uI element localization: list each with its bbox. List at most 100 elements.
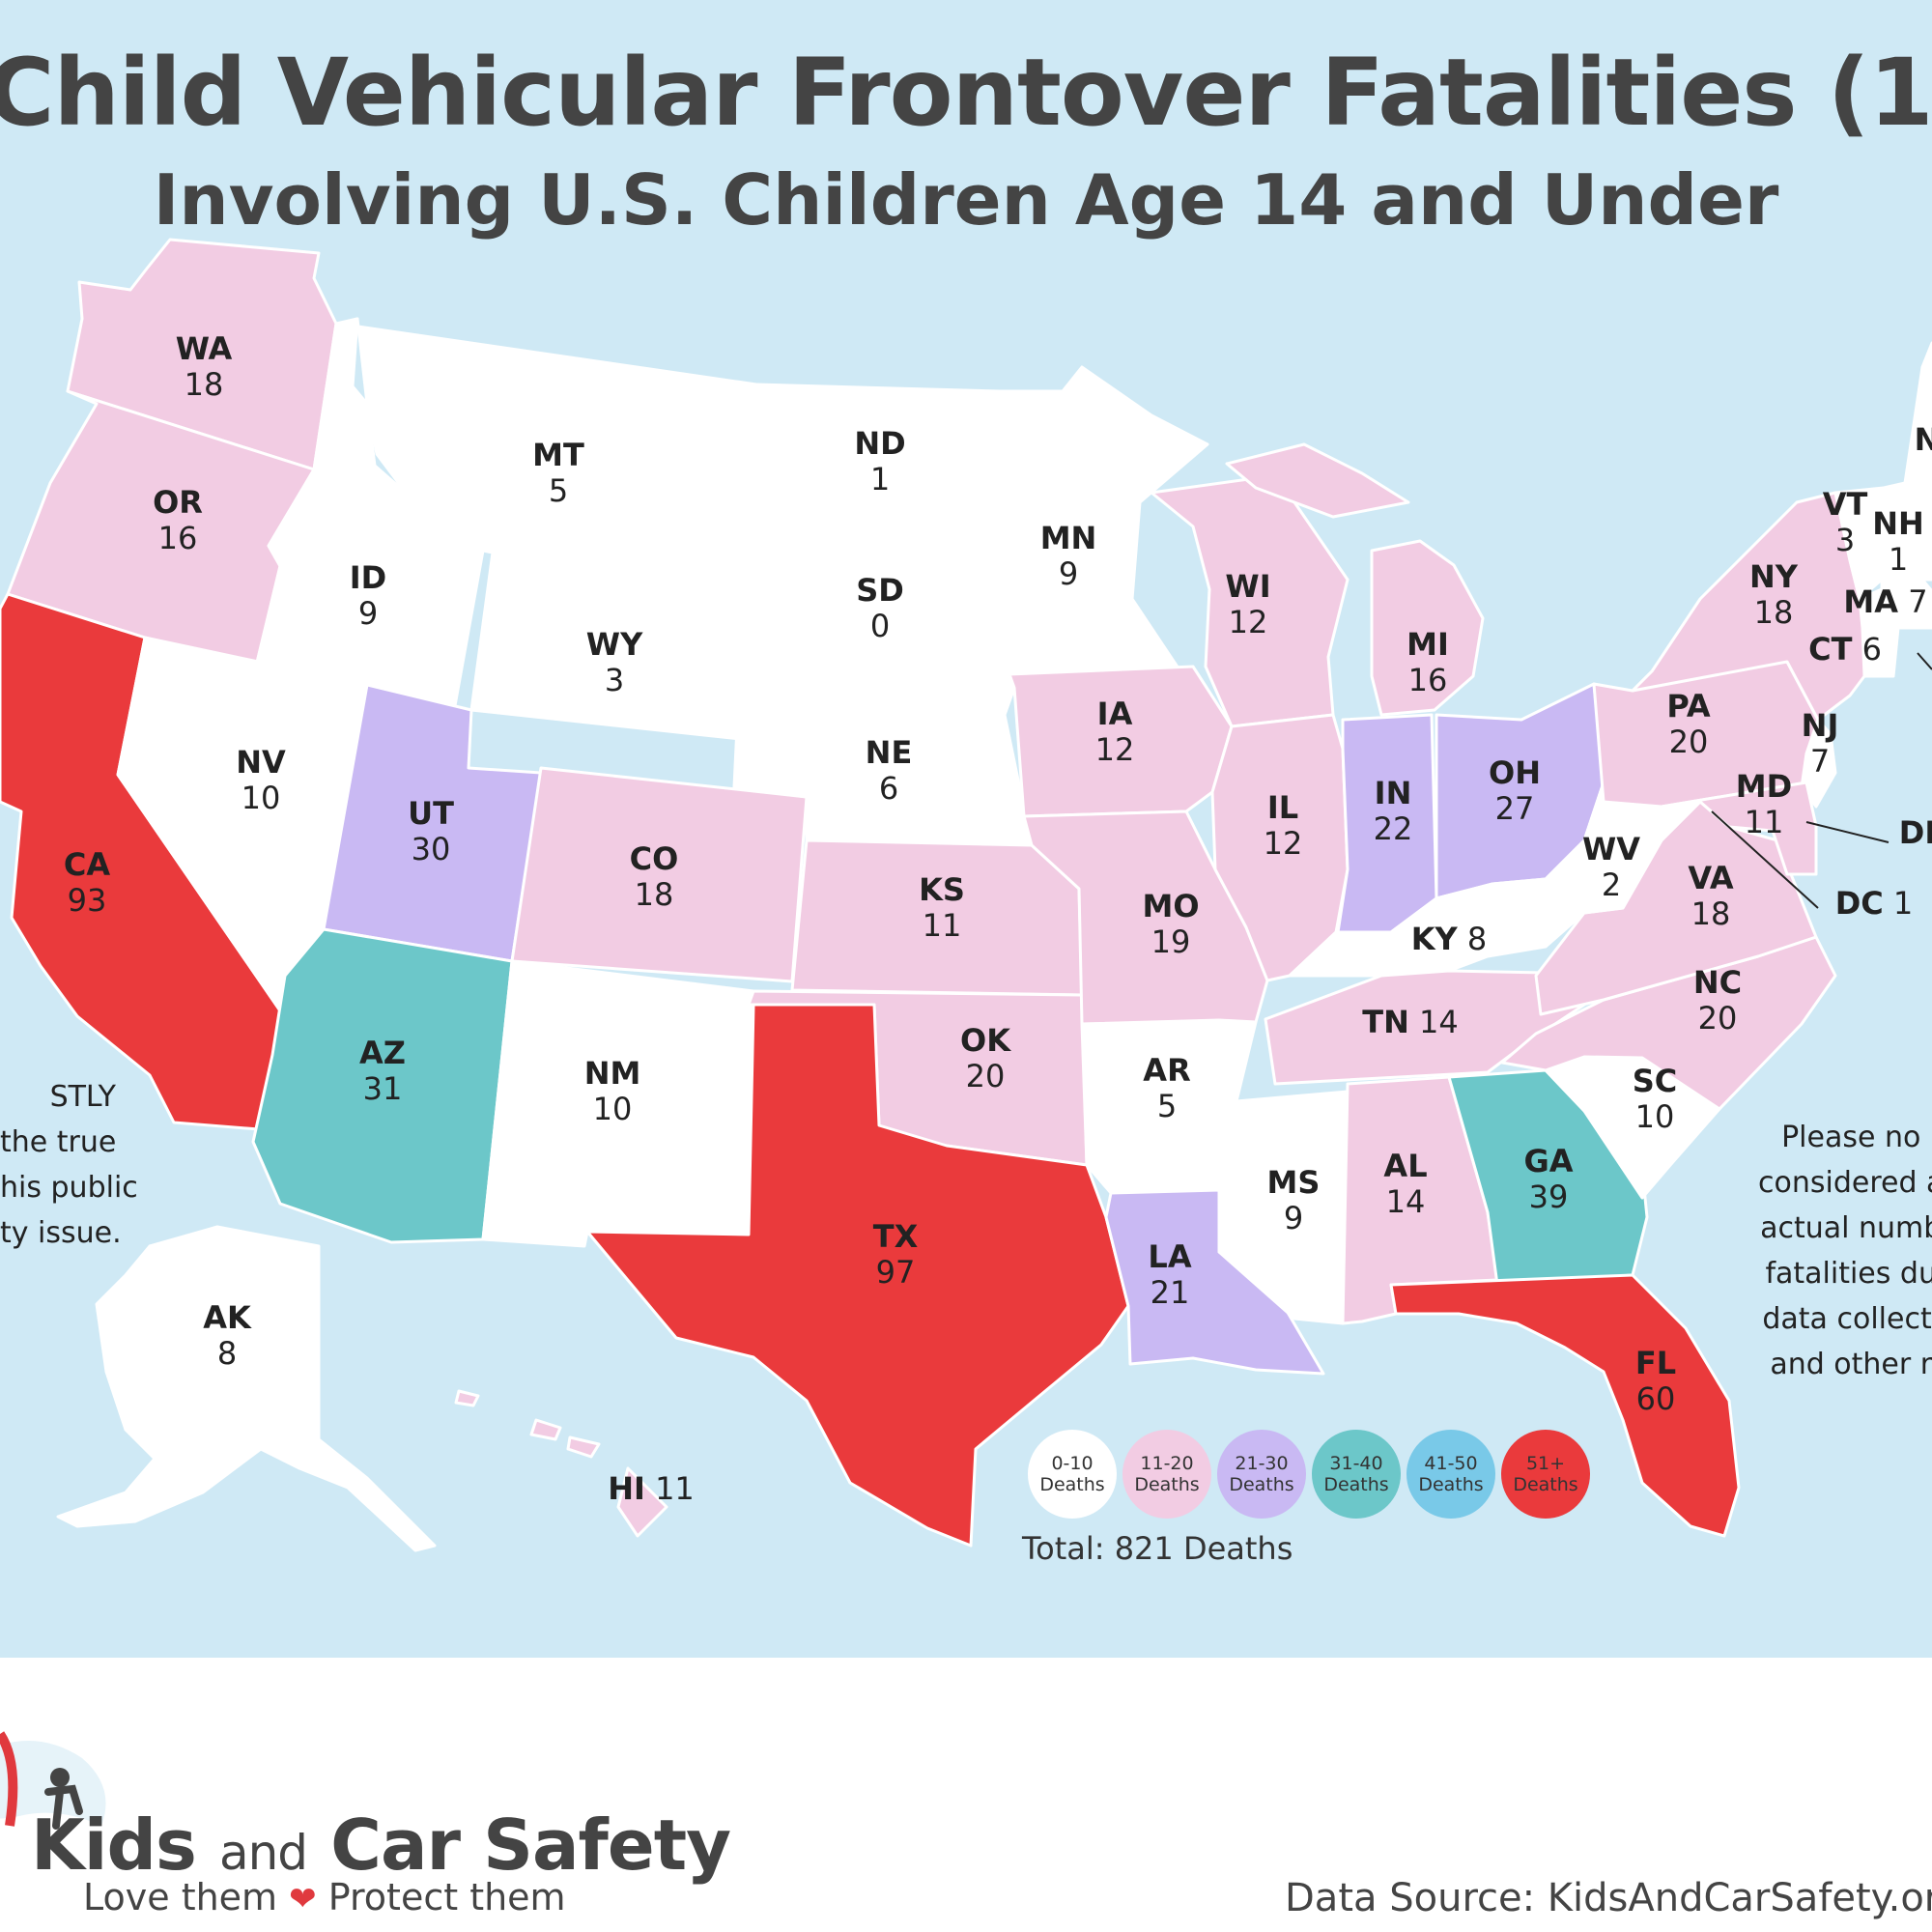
state-label-co: CO xyxy=(630,840,679,877)
legend-range: 41-50 xyxy=(1424,1453,1478,1474)
state-label-nv: NV xyxy=(236,744,286,781)
state-value-ne: 6 xyxy=(879,770,898,807)
note-right-line: fatalities du xyxy=(1765,1257,1932,1291)
state-label-ut: UT xyxy=(408,795,454,832)
state-label-ar: AR xyxy=(1143,1052,1190,1089)
state-label-hi: HI 11 xyxy=(608,1470,695,1507)
state-label-wv: WV xyxy=(1582,831,1640,867)
state-label-wy: WY xyxy=(586,626,643,663)
note-right: Please no considered a actual numb fatal… xyxy=(1758,1115,1932,1387)
state-label-ia: IA xyxy=(1097,696,1133,732)
state-value-sc: 10 xyxy=(1635,1098,1675,1135)
state-value-la: 21 xyxy=(1151,1274,1190,1311)
state-value-ga: 39 xyxy=(1529,1179,1569,1215)
legend-item: 51+ Deaths xyxy=(1501,1430,1590,1519)
state-value-ma: 7 xyxy=(1898,583,1928,620)
state-label-oh: OH xyxy=(1489,754,1541,791)
state-value-dc: 1 xyxy=(1884,885,1914,922)
state-value-oh: 27 xyxy=(1495,790,1535,827)
state-value-ks: 11 xyxy=(923,907,962,944)
state-value-wy: 3 xyxy=(605,662,624,698)
state-value-md: 11 xyxy=(1745,804,1784,840)
brand-name-car-safety: Car Safety xyxy=(330,1804,731,1886)
legend-unit: Deaths xyxy=(1039,1474,1105,1495)
state-label-vt: VT xyxy=(1823,486,1868,523)
legend-unit: Deaths xyxy=(1418,1474,1484,1495)
note-right-line: actual numb xyxy=(1760,1211,1932,1245)
state-label-wi: WI xyxy=(1225,568,1270,605)
legend-item: 0-10 Deaths xyxy=(1028,1430,1117,1519)
state-value-ok: 20 xyxy=(966,1058,1006,1094)
legend-range: 11-20 xyxy=(1140,1453,1194,1474)
state-value-co: 18 xyxy=(635,876,674,913)
state-nc xyxy=(1500,935,1837,1111)
state-value-nj: 7 xyxy=(1810,743,1830,780)
state-value-mi: 16 xyxy=(1408,662,1448,698)
state-mn xyxy=(998,365,1209,676)
legend-item: 21-30 Deaths xyxy=(1217,1430,1306,1519)
us-map: WA18OR16CA93ID9NV10MT5WY3UT30AZ31CO18NM1… xyxy=(0,238,1932,1552)
state-value-nd: 1 xyxy=(870,461,890,497)
state-value-ar: 5 xyxy=(1157,1088,1177,1124)
state-ia xyxy=(1008,665,1234,818)
legend-range: 51+ xyxy=(1525,1453,1566,1474)
state-value-wa: 18 xyxy=(185,366,224,403)
state-label-wa: WA xyxy=(176,330,233,367)
leader-line-ct xyxy=(1917,652,1932,670)
tagline-protect-them: Protect them xyxy=(327,1876,566,1918)
state-abbr-ky: KY xyxy=(1411,921,1459,957)
state-label-in: IN xyxy=(1375,775,1412,811)
state-hi xyxy=(454,1389,480,1407)
state-value-pa: 20 xyxy=(1669,724,1709,760)
total-deaths: Total: 821 Deaths xyxy=(1022,1530,1293,1567)
state-label-mi: MI xyxy=(1406,626,1449,663)
state-label-mo: MO xyxy=(1142,888,1199,924)
state-label-dc: DC 1 xyxy=(1835,885,1914,922)
state-value-va: 18 xyxy=(1691,895,1731,932)
state-label-or: OR xyxy=(153,484,203,521)
state-label-de: DI xyxy=(1899,814,1932,851)
note-left-line: his public xyxy=(0,1171,138,1205)
state-label-al: AL xyxy=(1383,1148,1427,1184)
state-abbr-ct: CT xyxy=(1808,631,1852,668)
state-value-az: 31 xyxy=(363,1070,403,1107)
state-label-il: IL xyxy=(1267,789,1298,826)
brand-tagline: Love them ❤ Protect them xyxy=(83,1876,566,1918)
brand-name-and: and xyxy=(218,1825,308,1881)
state-value-nh: 1 xyxy=(1889,541,1908,578)
state-label-ga: GA xyxy=(1523,1143,1573,1179)
map-subtitle: Involving U.S. Children Age 14 and Under xyxy=(153,159,1779,241)
note-left-line: STLY xyxy=(49,1080,116,1114)
state-label-ky: KY 8 xyxy=(1411,921,1488,957)
state-label-tx: TX xyxy=(873,1218,919,1255)
state-label-nm: NM xyxy=(584,1055,641,1092)
state-abbr-ma: MA xyxy=(1843,583,1898,620)
state-hi xyxy=(529,1418,562,1441)
leader-line-dc xyxy=(1711,810,1819,909)
state-label-nd: ND xyxy=(854,425,905,462)
state-label-md: MD xyxy=(1736,768,1792,805)
state-value-wv: 2 xyxy=(1602,867,1621,903)
state-label-va: VA xyxy=(1688,860,1734,896)
state-value-fl: 60 xyxy=(1636,1380,1676,1417)
state-me xyxy=(1903,341,1932,582)
state-fl xyxy=(1389,1273,1741,1538)
legend-range: 21-30 xyxy=(1235,1453,1289,1474)
legend-item: 31-40 Deaths xyxy=(1312,1430,1401,1519)
state-label-id: ID xyxy=(350,559,386,596)
note-right-line: considered a xyxy=(1758,1166,1932,1200)
state-label-me: N xyxy=(1915,421,1932,458)
state-label-ne: NE xyxy=(866,734,913,771)
note-right-line: Please no xyxy=(1781,1121,1921,1154)
legend-item: 11-20 Deaths xyxy=(1122,1430,1211,1519)
state-value-al: 14 xyxy=(1386,1183,1426,1220)
legend-unit: Deaths xyxy=(1513,1474,1578,1495)
state-value-mt: 5 xyxy=(549,472,568,509)
heart-icon: ❤ xyxy=(289,1880,317,1918)
state-value-ct: 6 xyxy=(1852,631,1882,668)
state-ct xyxy=(1861,626,1900,678)
brand-logo-icon xyxy=(0,1731,106,1830)
state-value-ny: 18 xyxy=(1754,594,1794,631)
note-left: STLY the true his public ty issue. xyxy=(0,1074,138,1256)
state-label-ct: CT 6 xyxy=(1808,631,1882,668)
